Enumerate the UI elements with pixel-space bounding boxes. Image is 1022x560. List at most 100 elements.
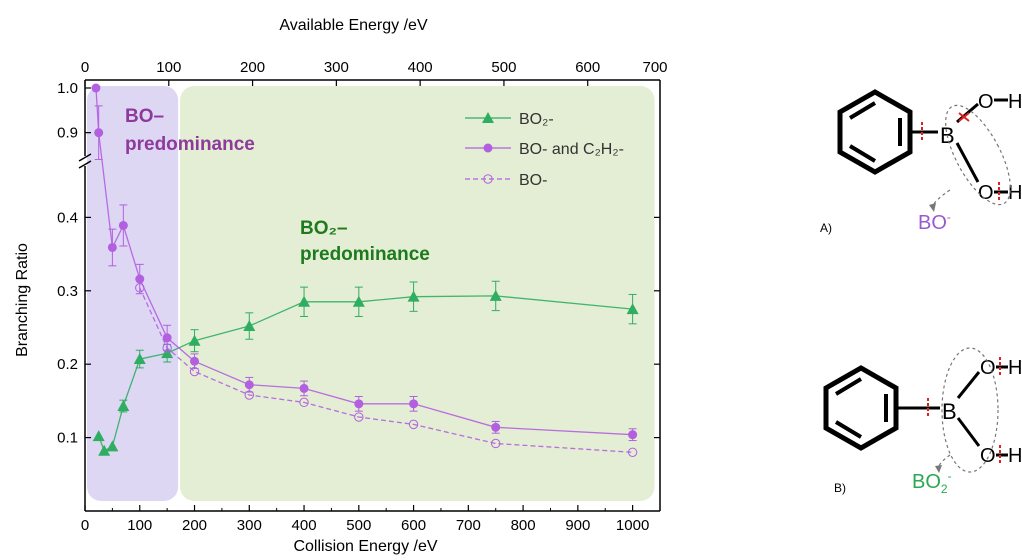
data-point (409, 399, 419, 409)
data-point (491, 438, 501, 449)
branching-ratio-chart: BO– predominance BO₂– predominance 0 100 200 30… (14, 17, 668, 555)
ring-inner-bond (848, 101, 877, 120)
x-axis-title: Collision Energy /eV (293, 538, 437, 555)
data-point (91, 83, 101, 93)
x-tick-label: 900 (565, 517, 590, 534)
hydrogen-atom-bottom: H (1008, 445, 1022, 467)
data-point (407, 290, 420, 302)
fragment-arrowhead (929, 203, 936, 212)
x2-tick-label: 100 (156, 59, 181, 76)
legend-label: BO₂- (519, 111, 554, 128)
y-tick-label: 0.4 (57, 209, 78, 226)
x-tick-label: 500 (346, 517, 371, 534)
bo2-region-label: predominance (300, 244, 430, 265)
x-tick-label: 100 (127, 517, 152, 534)
data-point (107, 242, 117, 252)
series-1 (91, 83, 638, 442)
x-tick-label: 0 (81, 517, 89, 534)
legend: BO₂- BO- and C₂H₂- BO- (465, 111, 624, 189)
data-point (354, 412, 364, 422)
data-point (190, 356, 200, 366)
x-tick-label: 800 (511, 517, 536, 534)
scheme-b-product-label: BO2- (912, 469, 952, 496)
data-point (106, 440, 119, 452)
legend-marker (483, 143, 493, 153)
series-0 (92, 280, 639, 456)
data-point (298, 295, 311, 307)
axis-break-mark (78, 160, 92, 169)
data-point (627, 447, 638, 457)
x2-tick-label: 700 (642, 59, 667, 76)
x-tick-label: 400 (292, 517, 317, 534)
data-point (135, 274, 145, 284)
x-tick-label: 300 (237, 517, 262, 534)
x2-tick-label: 600 (575, 59, 600, 76)
x2-tick-label: 500 (491, 59, 516, 76)
data-point (628, 430, 638, 440)
data-point (352, 295, 365, 307)
series-line (139, 287, 633, 453)
scheme-b-panel-label: B) (834, 481, 846, 495)
bo2-region (180, 86, 655, 501)
legend-marker (483, 174, 493, 184)
x2-axis-title: Available Energy /eV (279, 17, 428, 34)
data-point (354, 399, 364, 409)
y-tick-label: 1.0 (57, 80, 78, 97)
scheme-a: B O H O H A) BO- (820, 89, 1022, 235)
data-point (94, 128, 104, 138)
bond-cleavage-marks (927, 357, 1001, 465)
data-point (133, 353, 146, 365)
bo-region-label: BO– (125, 106, 164, 127)
data-point (491, 422, 501, 432)
hydrogen-atom-top: H (1008, 357, 1022, 379)
x-tick-label: 700 (456, 517, 481, 534)
ring-inner-bond (848, 144, 877, 163)
scheme-a-panel-label: A) (820, 221, 832, 235)
x2-tick-label: 400 (408, 59, 433, 76)
data-point (626, 303, 639, 315)
bond-cleavage-marks (921, 112, 1000, 202)
phenyl-ring (837, 89, 913, 175)
b-o-bond-top (956, 371, 981, 399)
phenyl-ring (823, 365, 899, 451)
data-point (118, 220, 128, 230)
data-point (188, 334, 201, 346)
data-point (244, 390, 254, 400)
y-axis-title: Branching Ratio (14, 243, 31, 357)
data-point (98, 444, 111, 456)
fragment-arrow (931, 189, 951, 208)
x2-tick-label: 300 (324, 59, 349, 76)
data-point (162, 333, 172, 343)
x-tick-label: 200 (182, 517, 207, 534)
legend-marker (482, 112, 494, 123)
y-tick-label: 0.3 (57, 283, 78, 300)
scheme-b: B O H O H B) BO2- (823, 347, 1022, 496)
data-point (117, 400, 130, 412)
fragment-highlight (941, 347, 999, 473)
legend-label: BO- (519, 172, 547, 189)
fragment-arrow (937, 454, 951, 469)
data-point (244, 380, 254, 390)
b-o-bond-bottom (955, 142, 980, 183)
x2-tick-label: 0 (81, 59, 89, 76)
data-point (299, 383, 309, 393)
oxygen-atom-bottom: O (978, 182, 994, 204)
data-point (299, 397, 309, 408)
data-point (189, 366, 200, 377)
data-point (135, 283, 145, 293)
x-tick-label: 1000 (616, 517, 649, 534)
data-point (92, 430, 105, 442)
y-tick-label: 0.2 (57, 356, 78, 373)
oxygen-atom-bottom: O (980, 445, 996, 467)
data-point (162, 343, 172, 353)
scheme-a-product-label: BO- (918, 210, 951, 234)
ring-inner-bond (834, 377, 863, 396)
bo2-region-label: BO₂– (300, 218, 348, 239)
y-tick-label: 0.9 (57, 125, 78, 142)
legend-label: BO- and C₂H₂- (519, 141, 624, 158)
boron-atom: B (942, 399, 957, 424)
bo-region-label: predominance (125, 134, 255, 155)
x-tick-label: 600 (401, 517, 426, 534)
bo-region (87, 86, 179, 501)
